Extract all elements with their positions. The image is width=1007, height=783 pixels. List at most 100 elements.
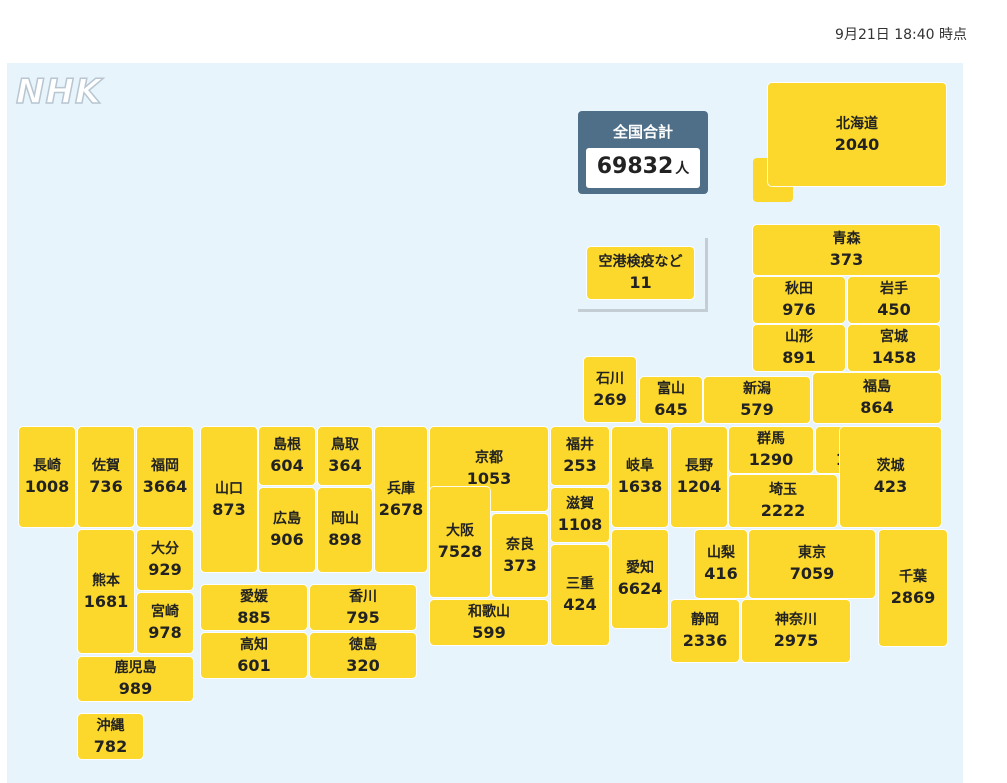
tile-name-kochi: 高知 <box>240 636 268 653</box>
tile-name-kagawa: 香川 <box>349 588 377 605</box>
tile-count-chiba: 2869 <box>890 588 936 607</box>
national-total-box: 全国合計 69832 人 <box>578 111 708 194</box>
tile-gifu[interactable]: 岐阜 1638 <box>612 427 668 527</box>
tile-wakayama[interactable]: 和歌山 599 <box>430 600 548 645</box>
tile-count-kumamoto: 1681 <box>83 591 129 611</box>
tile-kagawa[interactable]: 香川 795 <box>310 585 416 630</box>
tile-shiga[interactable]: 滋賀 1108 <box>551 488 609 542</box>
tile-name-yamaguchi: 山口 <box>215 480 243 497</box>
tile-mie[interactable]: 三重 424 <box>551 545 609 645</box>
tile-count-toyama: 645 <box>654 400 688 419</box>
tile-name-miyazaki: 宮崎 <box>151 604 179 620</box>
tile-name-okinawa: 沖縄 <box>96 717 125 734</box>
tile-yamanashi[interactable]: 山梨 416 <box>695 530 747 598</box>
tile-name-aichi: 愛知 <box>626 560 654 576</box>
tile-count-akita: 976 <box>782 300 816 319</box>
tile-name-tottori: 鳥取 <box>331 437 359 453</box>
tile-hyogo[interactable]: 兵庫 2678 <box>375 427 427 572</box>
tile-name-wakayama: 和歌山 <box>468 603 510 620</box>
tile-kumamoto[interactable]: 熊本 1681 <box>78 530 134 653</box>
tile-nagasaki[interactable]: 長崎 1008 <box>19 427 75 527</box>
tile-ehime[interactable]: 愛媛 885 <box>201 585 307 630</box>
tile-count-kyoto: 1053 <box>466 469 512 488</box>
tile-name-fukushima: 福島 <box>863 379 891 395</box>
tile-count-airport: 11 <box>629 273 652 292</box>
tile-name-mie: 三重 <box>566 576 594 592</box>
tile-osaka[interactable]: 大阪 7528 <box>430 487 490 597</box>
tile-name-akita: 秋田 <box>785 281 813 297</box>
tile-fukui[interactable]: 福井 253 <box>551 427 609 485</box>
tile-kagoshima[interactable]: 鹿児島 989 <box>78 657 193 701</box>
tile-name-yamagata: 山形 <box>785 329 813 345</box>
tile-miyagi[interactable]: 宮城 1458 <box>848 325 940 371</box>
tile-shimane[interactable]: 島根 604 <box>259 427 315 485</box>
tile-name-saitama: 埼玉 <box>769 482 797 498</box>
tile-name-aomori: 青森 <box>832 231 861 247</box>
tile-yamaguchi[interactable]: 山口 873 <box>201 427 257 572</box>
tile-nara[interactable]: 奈良 373 <box>492 514 548 597</box>
tile-aomori[interactable]: 青森 373 <box>753 225 940 275</box>
tile-count-wakayama: 599 <box>472 622 506 642</box>
tile-hiroshima[interactable]: 広島 906 <box>259 488 315 572</box>
tile-count-hyogo: 2678 <box>378 499 424 519</box>
tile-gunma[interactable]: 群馬 1290 <box>729 427 813 473</box>
tile-name-gifu: 岐阜 <box>626 458 654 474</box>
tile-okinawa[interactable]: 沖縄 782 <box>78 714 143 759</box>
tile-iwate[interactable]: 岩手 450 <box>848 277 940 323</box>
tile-aichi[interactable]: 愛知 6624 <box>612 530 668 628</box>
tile-name-kanagawa: 神奈川 <box>775 612 817 628</box>
tile-count-shizuoka: 2336 <box>682 631 728 650</box>
tile-oita[interactable]: 大分 929 <box>137 530 193 590</box>
tile-airport[interactable]: 空港検疫など 11 <box>587 247 694 299</box>
tile-name-tokyo: 東京 <box>798 545 826 561</box>
tile-shizuoka[interactable]: 静岡 2336 <box>671 600 739 662</box>
tile-name-tokushima: 徳島 <box>349 636 377 653</box>
tile-fukushima[interactable]: 福島 864 <box>813 373 941 423</box>
tile-name-oita: 大分 <box>151 541 179 557</box>
tile-name-ishikawa: 石川 <box>596 370 624 387</box>
tile-okayama[interactable]: 岡山 898 <box>318 488 372 572</box>
tile-count-fukushima: 864 <box>860 398 894 417</box>
tile-count-oita: 929 <box>148 560 182 579</box>
tile-tottori[interactable]: 鳥取 364 <box>318 427 372 485</box>
tile-count-saga: 736 <box>89 477 123 496</box>
tile-name-osaka: 大阪 <box>446 523 474 539</box>
tile-count-gunma: 1290 <box>748 450 794 469</box>
tile-chiba[interactable]: 千葉 2869 <box>879 530 947 646</box>
tile-name-nara: 奈良 <box>506 536 534 553</box>
tile-name-gunma: 群馬 <box>757 431 785 447</box>
national-total-label: 全国合計 <box>612 123 673 141</box>
tile-nagano[interactable]: 長野 1204 <box>671 427 727 527</box>
tile-yamagata[interactable]: 山形 891 <box>753 325 845 371</box>
tile-toyama[interactable]: 富山 645 <box>640 377 702 423</box>
tile-count-yamaguchi: 873 <box>212 499 246 519</box>
tile-count-nagano: 1204 <box>676 477 722 496</box>
tile-niigata[interactable]: 新潟 579 <box>704 377 810 423</box>
national-total-value-box: 69832 人 <box>586 148 700 188</box>
tile-kochi[interactable]: 高知 601 <box>201 633 307 678</box>
tile-ibaraki[interactable]: 茨城 423 <box>840 427 941 527</box>
tile-ishikawa[interactable]: 石川 269 <box>584 357 636 422</box>
national-total-unit: 人 <box>675 161 690 177</box>
tile-count-mie: 424 <box>563 595 597 614</box>
tile-count-saitama: 2222 <box>760 501 806 520</box>
tile-tokushima[interactable]: 徳島 320 <box>310 633 416 678</box>
tile-fukuoka[interactable]: 福岡 3664 <box>137 427 193 527</box>
tile-miyazaki[interactable]: 宮崎 978 <box>137 593 193 653</box>
tile-count-okayama: 898 <box>328 530 362 549</box>
tile-tokyo[interactable]: 東京 7059 <box>749 530 875 598</box>
tile-name-chiba: 千葉 <box>899 569 927 585</box>
tile-akita[interactable]: 秋田 976 <box>753 277 845 323</box>
tile-name-kumamoto: 熊本 <box>92 572 120 589</box>
tile-saitama[interactable]: 埼玉 2222 <box>729 475 837 527</box>
tile-count-hokkaido: 2040 <box>834 134 880 154</box>
tile-saga[interactable]: 佐賀 736 <box>78 427 134 527</box>
tile-name-nagasaki: 長崎 <box>33 458 61 474</box>
tile-name-okayama: 岡山 <box>331 511 359 527</box>
tile-count-ehime: 885 <box>237 607 271 627</box>
tile-name-ehime: 愛媛 <box>240 588 268 605</box>
tile-count-nagasaki: 1008 <box>24 477 70 496</box>
tile-hokkaido[interactable]: 北海道 2040 <box>768 83 946 186</box>
tile-count-yamanashi: 416 <box>704 564 738 583</box>
tile-kanagawa[interactable]: 神奈川 2975 <box>742 600 850 662</box>
